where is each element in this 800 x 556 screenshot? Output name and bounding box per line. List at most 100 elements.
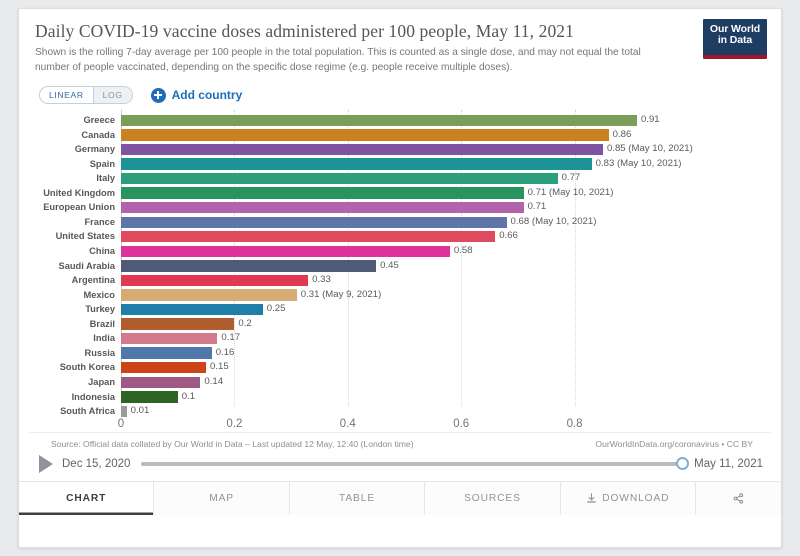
owid-logo[interactable]: Our World in Data	[703, 19, 767, 59]
tab-download[interactable]: DOWNLOAD	[560, 482, 697, 516]
bar-value-label: 0.71 (May 10, 2021)	[527, 186, 614, 198]
chart-header: Daily COVID-19 vaccine doses administere…	[19, 9, 781, 75]
bar-row[interactable]: India 0.17	[19, 331, 771, 346]
bar-category-label: South Korea	[59, 362, 115, 373]
timeline-handle[interactable]	[676, 457, 690, 471]
bar[interactable]	[121, 143, 603, 156]
bar-row[interactable]: France 0.68 (May 10, 2021)	[19, 215, 771, 230]
bar-row[interactable]: South Africa 0.01	[19, 404, 771, 419]
bar[interactable]	[121, 289, 297, 301]
gridline-0.2	[234, 110, 236, 407]
tab-map[interactable]: MAP	[154, 482, 290, 516]
bar-category-label: United Kingdom	[43, 187, 115, 198]
owid-logo-line1: Our World	[709, 23, 761, 35]
chart-footer: Source: Official data collated by Our Wo…	[29, 432, 771, 449]
bar-value-label: 0.33	[312, 274, 331, 286]
gridline-0	[121, 110, 122, 407]
bar[interactable]	[121, 114, 637, 127]
bar[interactable]	[121, 362, 207, 374]
gridline-0.8	[574, 110, 576, 407]
bar-row[interactable]: China 0.58	[19, 244, 771, 259]
bar-value-label: 0.91	[640, 114, 660, 126]
bar-value-label: 0.17	[221, 332, 241, 344]
tab-chart-label: CHART	[66, 493, 107, 505]
bar-row[interactable]: Japan 0.14	[19, 375, 771, 390]
bar-value-label: 0.01	[130, 405, 150, 417]
bar-category-label: Russia	[84, 347, 116, 358]
owid-chart-card: Daily COVID-19 vaccine doses administere…	[18, 8, 782, 548]
bar-row[interactable]: United States 0.66	[19, 229, 771, 244]
bar-value-label: 0.25	[266, 303, 286, 315]
bar[interactable]	[121, 332, 218, 345]
timeline-start-date: Dec 15, 2020	[62, 458, 131, 471]
tab-sources[interactable]: SOURCES	[425, 482, 561, 516]
bar-category-label: Greece	[83, 115, 115, 126]
bar-row[interactable]: United Kingdom 0.71 (May 10, 2021)	[19, 186, 771, 201]
x-axis-tick-label: 0.8	[566, 418, 583, 431]
tab-chart[interactable]: CHART	[19, 482, 155, 516]
timeline-track[interactable]	[141, 457, 690, 471]
bar-row[interactable]: Mexico 0.31 (May 9, 2021)	[19, 288, 771, 303]
bar[interactable]	[121, 303, 263, 316]
timeline-control[interactable]: Dec 15, 2020 May 11, 2021	[19, 449, 781, 481]
bar-row[interactable]: Italy 0.77	[19, 171, 771, 186]
download-icon	[587, 493, 596, 503]
bar[interactable]	[121, 347, 212, 359]
bar-value-label: 0.83 (May 10, 2021)	[595, 157, 682, 169]
bar[interactable]	[121, 274, 309, 287]
bar[interactable]	[121, 260, 377, 272]
page-title: Daily COVID-19 vaccine doses administere…	[35, 21, 574, 41]
bar-row[interactable]: Germany 0.85 (May 10, 2021)	[19, 142, 771, 157]
bar[interactable]	[121, 201, 524, 214]
chart-controls: LINEAR LOG Add country	[19, 75, 781, 110]
bar-value-label: 0.14	[204, 375, 224, 387]
bar-category-label: Brazil	[89, 318, 115, 329]
scale-toggle[interactable]: LINEAR LOG	[39, 86, 133, 105]
bar-value-label: 0.77	[561, 172, 581, 184]
bar-value-label: 0.31 (May 9, 2021)	[300, 288, 382, 300]
x-axis-tick-label: 0.6	[453, 418, 470, 431]
bar-row[interactable]: Spain 0.83 (May 10, 2021)	[19, 157, 771, 172]
scale-option-linear[interactable]: LINEAR	[40, 87, 94, 104]
tab-table[interactable]: TABLE	[289, 482, 426, 516]
bar-chart: 0 0.2 0.4 0.6 0.8 Greece 0.91 Canada 0.86 Germany…	[19, 110, 771, 432]
chart-subtitle: Shown is the rolling 7-day average per 1…	[35, 47, 641, 73]
gridline-0.6	[461, 110, 463, 407]
x-axis-tick-label: 0	[117, 418, 125, 431]
bar[interactable]	[121, 158, 592, 170]
source-note: Source: Official data collated by Our Wo…	[51, 439, 414, 450]
play-icon[interactable]	[39, 455, 53, 474]
bar-value-label: 0.2	[238, 317, 252, 329]
tab-share[interactable]	[696, 482, 781, 516]
bar-row[interactable]: Greece 0.91	[19, 113, 771, 128]
bar[interactable]	[121, 405, 127, 418]
bar-row[interactable]: Indonesia 0.1	[19, 390, 771, 405]
bar[interactable]	[121, 245, 450, 258]
plot-area: 0 0.2 0.4 0.6 0.8 Greece 0.91 Canada 0.86 Germany…	[19, 110, 771, 432]
bar-row[interactable]: Brazil 0.2	[19, 317, 771, 332]
bar-row[interactable]: Canada 0.86	[19, 128, 771, 143]
bar-row[interactable]: Russia 0.16	[19, 346, 771, 361]
bar-category-label: Canada	[81, 129, 115, 140]
bar-row[interactable]: Turkey 0.25	[19, 302, 771, 317]
bar[interactable]	[121, 376, 201, 388]
bar-category-label: Japan	[88, 376, 115, 387]
bar-value-label: 0.66	[499, 230, 518, 242]
scale-option-log[interactable]: LOG	[93, 87, 132, 104]
add-country-button[interactable]: Add country	[150, 87, 242, 103]
bar-row[interactable]: Saudi Arabia 0.45	[19, 259, 771, 274]
bar[interactable]	[121, 391, 178, 403]
bar-category-label: South Africa	[60, 406, 115, 417]
bar-row[interactable]: European Union 0.71	[19, 200, 771, 215]
bar[interactable]	[121, 172, 558, 185]
owid-logo-line2: in Data	[717, 34, 753, 47]
bar-row[interactable]: South Korea 0.15	[19, 360, 771, 375]
bar[interactable]	[121, 231, 496, 243]
bar-value-label: 0.86	[612, 128, 632, 140]
bar-row[interactable]: Argentina 0.33	[19, 273, 771, 288]
bar[interactable]	[121, 216, 507, 228]
bar[interactable]	[121, 129, 609, 141]
bar[interactable]	[121, 318, 235, 330]
bar[interactable]	[121, 187, 524, 199]
bar-category-label: Germany	[74, 144, 115, 155]
